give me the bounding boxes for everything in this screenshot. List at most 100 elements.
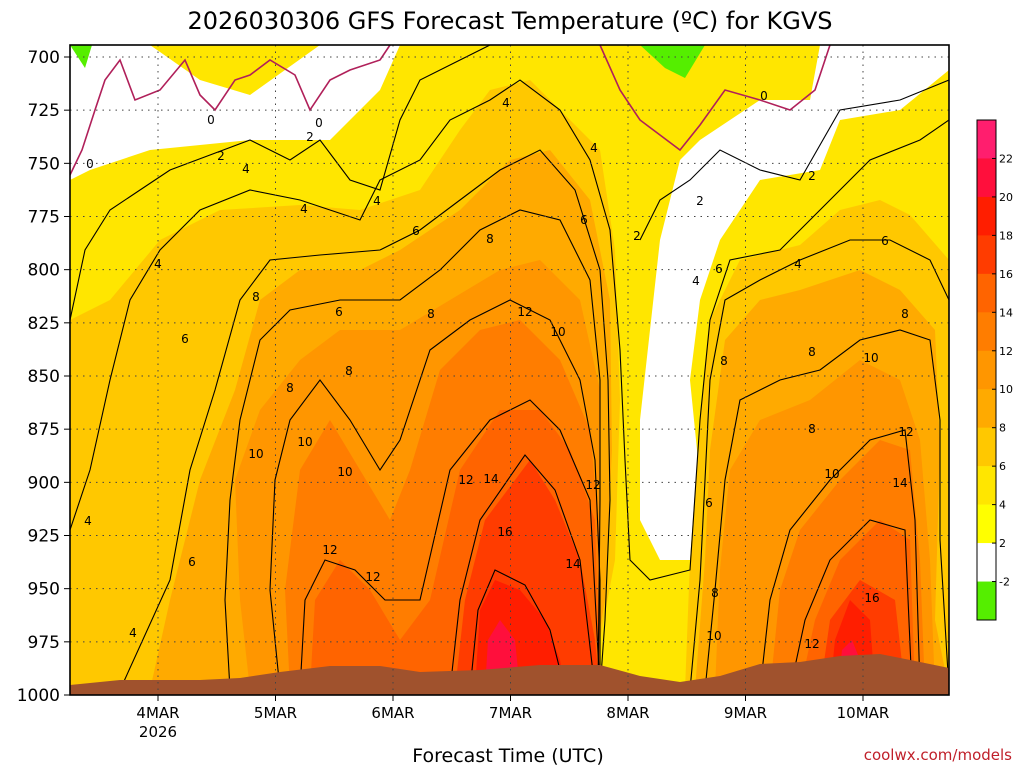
- y-tick-label: 900: [28, 473, 60, 493]
- contour-label: 12: [458, 473, 473, 487]
- colorbar-label: 2: [999, 537, 1006, 550]
- x-tick-sublabel: 2026: [139, 723, 177, 741]
- contour-label: 10: [706, 629, 721, 643]
- isotherm-0-late: [599, 45, 831, 152]
- contour-label: 6: [181, 332, 189, 346]
- contour-label: 4: [502, 96, 510, 110]
- isotherm-8-late: [704, 329, 949, 691]
- x-tick-label: 7MAR: [489, 704, 532, 722]
- isotherm-4: [70, 79, 949, 581]
- contour-label: 6: [881, 234, 889, 248]
- ground-terrain: [70, 654, 949, 695]
- contour-label: 10: [337, 465, 352, 479]
- colorbar-label: 18: [999, 229, 1013, 242]
- contour-label: 12: [585, 478, 600, 492]
- contour-label: 8: [286, 381, 294, 395]
- contour-label: 8: [345, 364, 353, 378]
- contour-label: 4: [794, 257, 802, 271]
- colorbar-swatch: [977, 158, 996, 198]
- isotherm-2: [70, 45, 491, 321]
- colorbar-swatch: [977, 350, 996, 390]
- contour-label: 0: [760, 89, 768, 103]
- watermark: coolwx.com/models: [864, 746, 1012, 764]
- colorbar-swatch: [977, 504, 996, 544]
- y-axis-ticks: 700 725 750 775 800 825 850 875 900 925 950 975 1000: [17, 48, 70, 706]
- grid-lines: [70, 45, 949, 695]
- contour-label: 10: [297, 435, 312, 449]
- y-tick-label: 1000: [17, 686, 60, 706]
- x-tick-label: 4MAR: [136, 704, 179, 722]
- y-tick-label: 975: [28, 633, 60, 653]
- contour-label: 6: [412, 224, 420, 238]
- contour-label: 4: [129, 626, 137, 640]
- colorbar-label: -2: [999, 576, 1010, 589]
- contour-label: 8: [720, 354, 728, 368]
- contour-label: 0: [86, 157, 94, 171]
- contour-label: 12: [365, 570, 380, 584]
- colorbar-swatch: [977, 389, 996, 428]
- contour-label: 0: [315, 116, 323, 130]
- y-tick-label: 925: [28, 527, 60, 547]
- contour-label: 0: [207, 113, 215, 127]
- colorbar-label: 4: [999, 499, 1006, 512]
- colorbar-frame: [976, 119, 997, 621]
- contour-label: 4: [590, 141, 598, 155]
- colorbar-swatch: [977, 273, 996, 313]
- contour-label: 12: [804, 637, 819, 651]
- isotherm-6: [119, 149, 611, 691]
- y-tick-label: 725: [28, 101, 60, 121]
- contour-label: 6: [580, 213, 588, 227]
- contour-label: 16: [497, 525, 512, 539]
- isotherm-10: [269, 299, 601, 691]
- chart-title: 2026030306 GFS Forecast Temperature (ºC)…: [187, 7, 832, 35]
- fill-above-freezing-gap-early: [70, 45, 400, 180]
- colorbar-swatch: [977, 427, 996, 467]
- colorbar-swatch: [977, 235, 996, 275]
- isotherm-12-late: [789, 519, 913, 691]
- contour-label: 2: [306, 130, 314, 144]
- contour-label: 12: [517, 305, 532, 319]
- contour-label: 8: [486, 232, 494, 246]
- y-tick-label: 875: [28, 420, 60, 440]
- colorbar-label: 6: [999, 460, 1006, 473]
- x-tick-label: 5MAR: [254, 704, 297, 722]
- x-tick-label: 9MAR: [724, 704, 767, 722]
- contour-label: 2: [696, 194, 704, 208]
- contour-label: 2: [633, 229, 641, 243]
- contour-label: 14: [483, 472, 498, 486]
- contour-label: 2: [808, 169, 816, 183]
- contour-label: 8: [252, 290, 260, 304]
- y-tick-label: 950: [28, 580, 60, 600]
- fill-cold-pocket-2: [640, 45, 705, 78]
- contour-label: 6: [705, 496, 713, 510]
- colorbar-label: 20: [999, 191, 1013, 204]
- x-axis-label: Forecast Time (UTC): [412, 745, 603, 767]
- colorbar-label: 22: [999, 152, 1013, 165]
- x-tick-label: 8MAR: [606, 704, 649, 722]
- contour-label: 10: [248, 447, 263, 461]
- contour-label: 6: [335, 305, 343, 319]
- y-tick-label: 850: [28, 367, 60, 387]
- contour-label: 2: [217, 149, 225, 163]
- contour-fills: [70, 45, 949, 695]
- contour-label: 10: [863, 351, 878, 365]
- colorbar-swatch: [977, 120, 996, 159]
- isotherm-0-early: [70, 45, 391, 176]
- fill-cold-pocket-1: [70, 45, 92, 68]
- contour-labels: 00 00222224444444444666666668888888888101…: [84, 89, 913, 651]
- contour-label: 8: [808, 422, 816, 436]
- contour-label: 6: [715, 262, 723, 276]
- contour-label: 8: [901, 307, 909, 321]
- contour-label: 4: [242, 162, 250, 176]
- contour-label: 4: [300, 202, 308, 216]
- color-bar: 22 20 18 16 14 12 10 8 6 4 2 -2: [976, 119, 1013, 621]
- colorbar-swatch: [977, 196, 996, 236]
- contour-label: 14: [892, 476, 907, 490]
- contour-label: 8: [427, 307, 435, 321]
- colorbar-label: 12: [999, 345, 1013, 358]
- colorbar-swatch: [977, 581, 996, 621]
- fill-below-freezing-late: [590, 45, 949, 560]
- contour-label: 6: [188, 555, 196, 569]
